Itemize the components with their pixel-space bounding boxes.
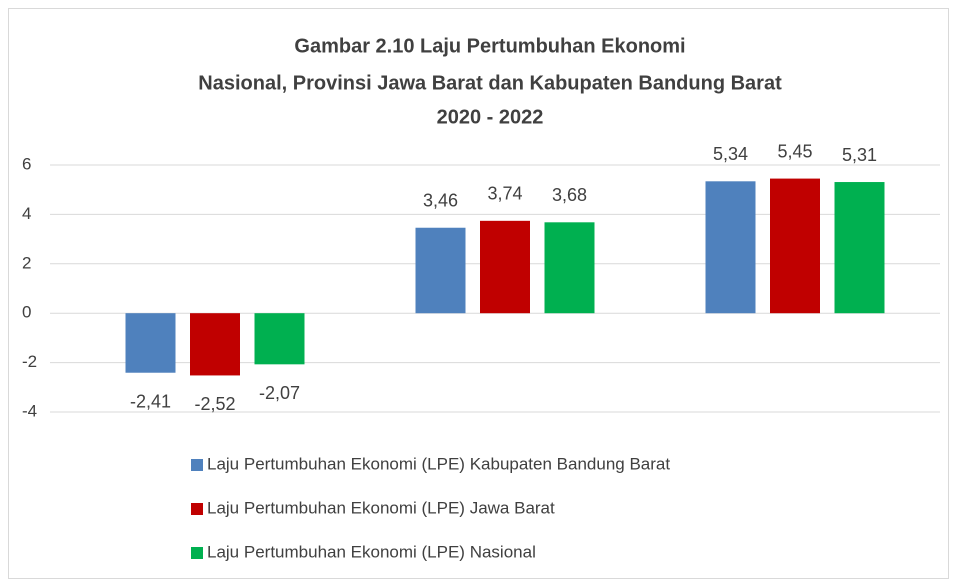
y-tick-label: 2 bbox=[22, 253, 31, 272]
y-tick-label: 4 bbox=[22, 204, 31, 223]
value-label: 3,68 bbox=[552, 185, 587, 205]
legend-swatch bbox=[191, 547, 203, 559]
legend-label: Laju Pertumbuhan Ekonomi (LPE) Nasional bbox=[207, 542, 536, 561]
legend-swatch bbox=[191, 459, 203, 471]
value-label: 5,34 bbox=[713, 144, 748, 164]
chart-title: Gambar 2.10 Laju Pertumbuhan Ekonomi bbox=[294, 35, 685, 57]
chart-title: 2020 - 2022 bbox=[437, 106, 544, 128]
value-label: 5,31 bbox=[842, 145, 877, 165]
value-label: 3,74 bbox=[487, 184, 522, 204]
bar bbox=[705, 181, 756, 314]
bar bbox=[125, 313, 176, 373]
y-tick-label: -2 bbox=[22, 352, 37, 371]
bar bbox=[770, 178, 820, 314]
value-label: 3,46 bbox=[423, 190, 458, 210]
value-label: 5,45 bbox=[777, 141, 812, 161]
y-tick-label: 6 bbox=[22, 154, 31, 173]
legend-swatch bbox=[191, 503, 203, 515]
chart-title: Nasional, Provinsi Jawa Barat dan Kabupa… bbox=[198, 72, 782, 94]
bar bbox=[415, 227, 466, 314]
bar bbox=[544, 222, 595, 314]
bar bbox=[834, 182, 885, 314]
value-label: -2,07 bbox=[259, 383, 300, 403]
bar bbox=[190, 313, 240, 376]
legend-label: Laju Pertumbuhan Ekonomi (LPE) Jawa Bara… bbox=[207, 498, 555, 517]
y-tick-label: 0 bbox=[22, 303, 31, 322]
value-label: -2,41 bbox=[130, 391, 171, 411]
value-label: -2,52 bbox=[194, 394, 235, 414]
y-tick-label: -4 bbox=[22, 401, 37, 420]
bar bbox=[480, 220, 530, 314]
legend-label: Laju Pertumbuhan Ekonomi (LPE) Kabupaten… bbox=[207, 454, 670, 473]
bar bbox=[254, 313, 305, 365]
